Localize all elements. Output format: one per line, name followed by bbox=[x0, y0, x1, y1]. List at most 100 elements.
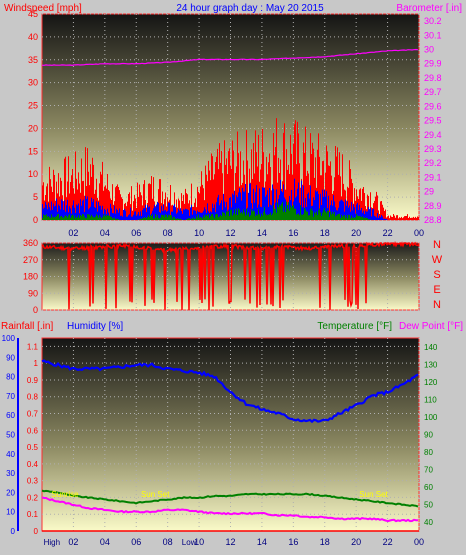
barometer-tick-label: 30.2 bbox=[424, 16, 442, 26]
rain-tick-label: 0 bbox=[34, 527, 39, 536]
barometer-tick-label: 30 bbox=[424, 45, 434, 55]
temperature-tick-label: 120 bbox=[424, 378, 438, 387]
compass-label: N bbox=[433, 239, 441, 251]
time-tick-label: 06 bbox=[131, 228, 141, 238]
event-annotation: Low bbox=[182, 538, 197, 547]
time-tick-label: 10 bbox=[194, 228, 204, 238]
barometer-line bbox=[41, 48, 419, 67]
humidity-tick-label: 30 bbox=[6, 469, 15, 478]
temperature-axis-title: Temperature [°F] bbox=[317, 321, 392, 332]
time-tick-label: 02 bbox=[68, 537, 78, 547]
barometer-tick-label: 28.9 bbox=[424, 201, 442, 211]
time-tick-label: 22 bbox=[383, 537, 393, 547]
event-annotation: High bbox=[44, 538, 60, 547]
time-tick-label: 04 bbox=[100, 228, 110, 238]
temperature-tick-label: 140 bbox=[424, 343, 438, 352]
chart-title: 24 hour graph day : May 20 2015 bbox=[176, 3, 324, 14]
barometer-tick-label: 29.3 bbox=[424, 144, 442, 154]
temperature-line bbox=[41, 489, 419, 508]
direction-tick-label: 90 bbox=[28, 288, 38, 298]
temperature-tick-label: 60 bbox=[424, 483, 433, 492]
compass-label: N bbox=[433, 299, 441, 311]
barometer-axis-title: Barometer [.in] bbox=[396, 3, 462, 14]
humidity-line bbox=[41, 359, 419, 424]
wind-tick-label: 20 bbox=[28, 123, 38, 133]
barometer-tick-label: 29.2 bbox=[424, 158, 442, 168]
time-tick-label: 14 bbox=[257, 537, 267, 547]
compass-label: S bbox=[433, 269, 440, 281]
wind-tick-label: 35 bbox=[28, 55, 38, 65]
dewpoint-axis-title: Dew Point [°F] bbox=[399, 321, 463, 332]
time-tick-label: 12 bbox=[225, 537, 235, 547]
direction-tick-label: 270 bbox=[23, 255, 38, 265]
humidity-axis-title: Humidity [%] bbox=[67, 321, 123, 332]
rain-tick-label: 0.4 bbox=[27, 460, 39, 469]
time-tick-label: 02 bbox=[68, 228, 78, 238]
barometer-tick-label: 29.7 bbox=[424, 87, 442, 97]
wind-tick-label: 15 bbox=[28, 146, 38, 156]
barometer-tick-label: 29.1 bbox=[424, 172, 442, 182]
time-tick-label: 18 bbox=[320, 537, 330, 547]
direction-tick-label: 360 bbox=[23, 238, 38, 248]
time-tick-label: 16 bbox=[288, 228, 298, 238]
barometer-tick-label: 29.5 bbox=[424, 116, 442, 126]
temperature-tick-label: 40 bbox=[424, 518, 433, 527]
barometer-tick-label: 29.4 bbox=[424, 130, 442, 140]
rain-tick-label: 0.9 bbox=[27, 376, 39, 385]
direction-tick-label: 180 bbox=[23, 272, 38, 282]
time-tick-label: 00 bbox=[414, 228, 424, 238]
temperature-tick-label: 110 bbox=[424, 395, 437, 404]
time-tick-label: 06 bbox=[131, 537, 141, 547]
time-tick-label: 20 bbox=[351, 228, 361, 238]
wind-tick-label: 45 bbox=[28, 9, 38, 19]
humidity-tick-label: 70 bbox=[6, 392, 15, 401]
time-tick-label: 08 bbox=[163, 228, 173, 238]
humidity-tick-label: 0 bbox=[11, 527, 16, 536]
humidity-tick-label: 10 bbox=[6, 508, 15, 517]
rain-tick-label: 0.1 bbox=[27, 510, 39, 519]
wind-direction-line bbox=[41, 240, 420, 310]
humidity-tick-label: 80 bbox=[6, 373, 15, 382]
barometer-tick-label: 29 bbox=[424, 187, 434, 197]
temperature-tick-label: 50 bbox=[424, 501, 433, 510]
time-tick-label: 20 bbox=[351, 537, 361, 547]
event-annotation: Sun Set bbox=[141, 490, 170, 499]
humidity-tick-label: 90 bbox=[6, 353, 15, 362]
rain-tick-label: 0.2 bbox=[27, 493, 39, 502]
time-tick-label: 18 bbox=[320, 228, 330, 238]
rain-tick-label: 1 bbox=[34, 359, 39, 368]
time-tick-label: 10 bbox=[194, 537, 204, 547]
time-tick-label: 04 bbox=[100, 537, 110, 547]
barometer-tick-label: 29.6 bbox=[424, 101, 442, 111]
event-annotation: Sun Set bbox=[359, 490, 388, 499]
dewpoint-line bbox=[41, 496, 418, 523]
rain-tick-label: 0.7 bbox=[27, 410, 39, 419]
humidity-tick-label: 50 bbox=[6, 431, 15, 440]
wind-tick-label: 0 bbox=[33, 215, 38, 225]
time-tick-label: 16 bbox=[288, 537, 298, 547]
wind-tick-label: 30 bbox=[28, 78, 38, 88]
humidity-tick-label: 20 bbox=[6, 488, 15, 497]
rain-tick-label: 0.8 bbox=[27, 393, 39, 402]
humidity-tick-label: 100 bbox=[2, 334, 16, 343]
temperature-tick-label: 100 bbox=[424, 413, 438, 422]
time-tick-label: 12 bbox=[225, 228, 235, 238]
rain-tick-label: 0.3 bbox=[27, 477, 39, 486]
time-tick-label: 14 bbox=[257, 228, 267, 238]
temperature-tick-label: 90 bbox=[424, 431, 433, 440]
temperature-tick-label: 80 bbox=[424, 448, 433, 457]
barometer-tick-label: 29.9 bbox=[424, 59, 442, 69]
series-wind bbox=[42, 201, 372, 220]
event-annotation: Sunrise bbox=[51, 490, 79, 499]
time-tick-label: 22 bbox=[383, 228, 393, 238]
barometer-tick-label: 29.8 bbox=[424, 73, 442, 83]
temperature-tick-label: 70 bbox=[424, 466, 433, 475]
wind-tick-label: 40 bbox=[28, 32, 38, 42]
wind-tick-label: 25 bbox=[28, 101, 38, 111]
wind-tick-label: 5 bbox=[33, 192, 38, 202]
wind-tick-label: 10 bbox=[28, 169, 38, 179]
rain-tick-label: 0.5 bbox=[27, 443, 39, 452]
wind-axis-title: Windspeed [mph] bbox=[4, 3, 82, 14]
barometer-tick-label: 28.8 bbox=[424, 215, 442, 225]
